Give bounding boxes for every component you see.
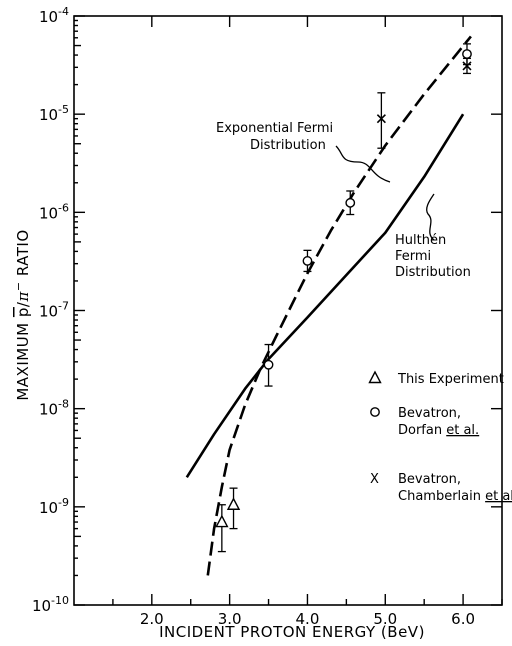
curve-exponential-fermi [206, 35, 472, 576]
x-tick-label: 6.0 [451, 610, 475, 628]
y-tick-label: 10-9 [39, 496, 69, 517]
x-tick-label: 2.0 [140, 610, 164, 628]
annotations: Exponential Fermi Distribution HulthénFerm… [216, 121, 471, 280]
circle-marker [462, 49, 472, 59]
circle-marker [302, 256, 313, 266]
y-tick-label: 10-6 [39, 201, 69, 222]
y-tick-label: 10-7 [39, 300, 69, 321]
x-tick-label: 5.0 [373, 610, 397, 628]
x-tick-label: 3.0 [218, 610, 242, 628]
x-marker [376, 114, 386, 124]
x-marker [462, 61, 472, 71]
y-tick-label: 10-10 [32, 594, 69, 615]
x-tick-label: 4.0 [296, 610, 320, 628]
exponential-label-line: Distribution [250, 138, 326, 153]
data-points [215, 43, 472, 553]
y-axis-label-text: MAXIMUM p/π− RATIO [12, 229, 32, 400]
y-tick-label: 10-4 [39, 5, 69, 26]
triangle-marker [226, 497, 241, 510]
legend-label: Bevatron, [398, 472, 461, 487]
y-tick-label: 10-8 [39, 398, 69, 419]
axes: 2.0 3.0 4.0 5.0 6.0 10-10 10-9 10-8 10-7 10-6 10-5… [32, 5, 503, 628]
curves [185, 35, 472, 576]
hulthen-label-line: Fermi [395, 249, 431, 264]
curve-hulthen-fermi [185, 113, 465, 478]
circle-marker [370, 407, 380, 417]
hulthen-label-line: Distribution [395, 265, 471, 280]
hulthen-label-leader [426, 193, 435, 241]
x-axis-label: INCIDENT PROTON ENERGY (BeV) [159, 623, 425, 641]
legend-label: Chamberlain et al. [398, 489, 512, 504]
triangle-marker [215, 514, 229, 528]
circle-marker [345, 197, 356, 208]
y-tick-label: 10-5 [39, 103, 69, 124]
triangle-marker [368, 370, 382, 384]
legend-x-marker: X [370, 472, 379, 487]
legend-label: Dorfan et al. [398, 423, 479, 438]
legend-label: This Experiment [397, 372, 504, 387]
exponential-label-line: Exponential Fermi [216, 121, 333, 136]
legend-label: Bevatron, [398, 406, 461, 421]
y-axis-label: MAXIMUM p/π− RATIO [12, 229, 32, 400]
plot-frame [73, 15, 503, 606]
hulthen-label-line: Hulthén [395, 233, 446, 248]
exponential-label-leader [335, 145, 391, 183]
circle-marker [263, 359, 274, 370]
legend: This Experiment Bevatron, Dorfan et al. X Be… [368, 370, 512, 504]
